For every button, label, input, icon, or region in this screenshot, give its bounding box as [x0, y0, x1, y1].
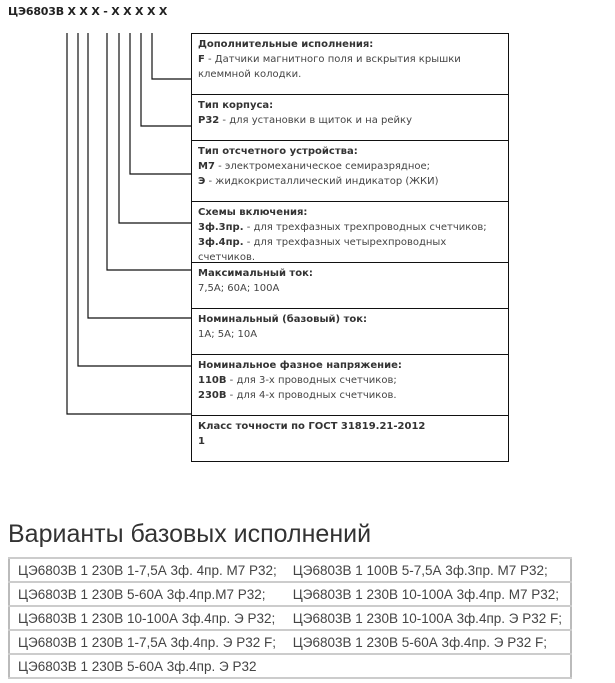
spec-text: - для трехфазных четырехпроводных счетчи…	[198, 237, 447, 263]
spec-box: Номинальный (базовый) ток: 1А; 5А; 10А	[191, 308, 509, 355]
model-code-title: ЦЭ6803В Х Х Х - Х Х Х Х Х	[8, 5, 168, 18]
spec-line: М7 - электромеханическое семиразрядное;	[198, 159, 502, 174]
spec-heading: Дополнительные исполнения:	[198, 39, 374, 50]
spec-line: 1	[198, 434, 502, 449]
variant-cell: ЦЭ6803В 1 230В 10-100А 3ф.4пр. Э Р32;	[9, 605, 285, 631]
variant-cell: ЦЭ6803В 1 230В 10-100А 3ф.4пр. Э Р32 F;	[284, 605, 571, 631]
spec-line: 7,5А; 60А; 100А	[198, 281, 502, 296]
variant-cell: ЦЭ6803В 1 100В 5-7,5А 3ф.3пр. М7 Р32;	[284, 557, 571, 583]
spec-heading: Номинальный (базовый) ток:	[198, 314, 368, 325]
variant-cell	[284, 653, 571, 679]
spec-line: 3ф.4пр. - для трехфазных четырехпроводны…	[198, 235, 502, 265]
spec-text: - для трехфазных трехпроводных счетчиков…	[243, 222, 487, 233]
connector-line	[66, 33, 191, 415]
spec-text: 7,5А; 60А; 100А	[198, 283, 280, 294]
spec-code: 230В	[198, 390, 227, 401]
connector-line	[87, 33, 191, 319]
spec-box: Номинальное фазное напряжение: 110В - для…	[191, 354, 509, 416]
spec-code: 110В	[198, 375, 227, 386]
connector-line	[118, 33, 191, 224]
variant-cell: ЦЭ6803В 1 230В 5-60А 3ф.4пр. Э Р32 F;	[284, 629, 571, 655]
spec-box: Схемы включения: 3ф.3пр. - для трехфазных…	[191, 201, 509, 263]
connector-line	[129, 33, 191, 175]
spec-box: Максимальный ток: 7,5А; 60А; 100А	[191, 262, 509, 309]
spec-code: Э	[198, 176, 206, 187]
spec-heading: Тип корпуса:	[198, 100, 274, 111]
spec-text: 1А; 5А; 10А	[198, 329, 258, 340]
spec-heading: Схемы включения:	[198, 207, 308, 218]
spec-line: 230В - для 4-х проводных счетчиков.	[198, 388, 502, 403]
variant-cell: ЦЭ6803В 1 230В 5-60А 3ф.4пр.М7 Р32;	[9, 581, 285, 607]
spec-code: F	[198, 54, 205, 65]
spec-heading: Тип отсчетного устройства:	[198, 146, 358, 157]
spec-text: - для 3-х проводных счетчиков;	[226, 375, 397, 386]
variant-cell: ЦЭ6803В 1 230В 5-60А 3ф.4пр. Э Р32	[9, 653, 285, 679]
spec-text: - Датчики магнитного поля и вскрытия кры…	[198, 54, 461, 80]
spec-line: Р32 - для установки в щиток и на рейку	[198, 113, 502, 128]
variant-cell: ЦЭ6803В 1 230В 10-100А 3ф.4пр. М7 Р32;	[284, 581, 571, 607]
table-row: ЦЭ6803В 1 230В 1-7,5А 3ф. 4пр. М7 Р32; ЦЭ…	[9, 557, 571, 583]
spec-heading: Максимальный ток:	[198, 268, 313, 279]
spec-line: 1А; 5А; 10А	[198, 327, 502, 342]
table-row: ЦЭ6803В 1 230В 5-60А 3ф.4пр.М7 Р32; ЦЭ680…	[9, 581, 571, 607]
table-row: ЦЭ6803В 1 230В 1-7,5А 3ф.4пр. Э Р32 F; ЦЭ…	[9, 629, 571, 655]
spec-line: Э - жидкокристаллический индикатор (ЖКИ)	[198, 174, 502, 189]
spec-line: 110В - для 3-х проводных счетчиков;	[198, 373, 502, 388]
connector-line	[151, 33, 191, 80]
spec-text: - для 4-х проводных счетчиков.	[226, 390, 397, 401]
variant-cell: ЦЭ6803В 1 230В 1-7,5А 3ф. 4пр. М7 Р32;	[9, 557, 285, 583]
spec-box: Дополнительные исполнения: F - Датчики ма…	[191, 33, 509, 95]
spec-text: - жидкокристаллический индикатор (ЖКИ)	[205, 176, 439, 187]
spec-heading: Номинальное фазное напряжение:	[198, 360, 402, 371]
spec-code: М7	[198, 161, 215, 172]
connector-lines	[66, 33, 191, 415]
spec-box: Класс точности по ГОСТ 31819.21-2012 1	[191, 415, 509, 462]
spec-code: 3ф.4пр.	[198, 237, 244, 248]
spec-box: Тип корпуса: Р32 - для установки в щиток …	[191, 94, 509, 141]
spec-heading: Класс точности по ГОСТ 31819.21-2012	[198, 421, 426, 432]
connector-line	[106, 33, 191, 271]
spec-text: - для установки в щиток и на рейку	[219, 115, 412, 126]
variant-cell: ЦЭ6803В 1 230В 1-7,5А 3ф.4пр. Э Р32 F;	[9, 629, 285, 655]
spec-line: 3ф.3пр. - для трехфазных трехпроводных с…	[198, 220, 502, 235]
spec-box: Тип отсчетного устройства: М7 - электроме…	[191, 140, 509, 202]
spec-code: 3ф.3пр.	[198, 222, 244, 233]
connector-line	[77, 33, 191, 367]
table-row: ЦЭ6803В 1 230В 10-100А 3ф.4пр. Э Р32; ЦЭ6…	[9, 605, 571, 631]
spec-line: F - Датчики магнитного поля и вскрытия к…	[198, 52, 502, 82]
table-row: ЦЭ6803В 1 230В 5-60А 3ф.4пр. Э Р32	[9, 653, 571, 679]
spec-code: 1	[198, 436, 205, 447]
spec-text: - электромеханическое семиразрядное;	[214, 161, 431, 172]
connector-line	[140, 33, 191, 127]
variants-table: ЦЭ6803В 1 230В 1-7,5А 3ф. 4пр. М7 Р32; ЦЭ…	[8, 557, 572, 679]
spec-code: Р32	[198, 115, 220, 126]
variants-heading: Варианты базовых исполнений	[8, 520, 372, 548]
